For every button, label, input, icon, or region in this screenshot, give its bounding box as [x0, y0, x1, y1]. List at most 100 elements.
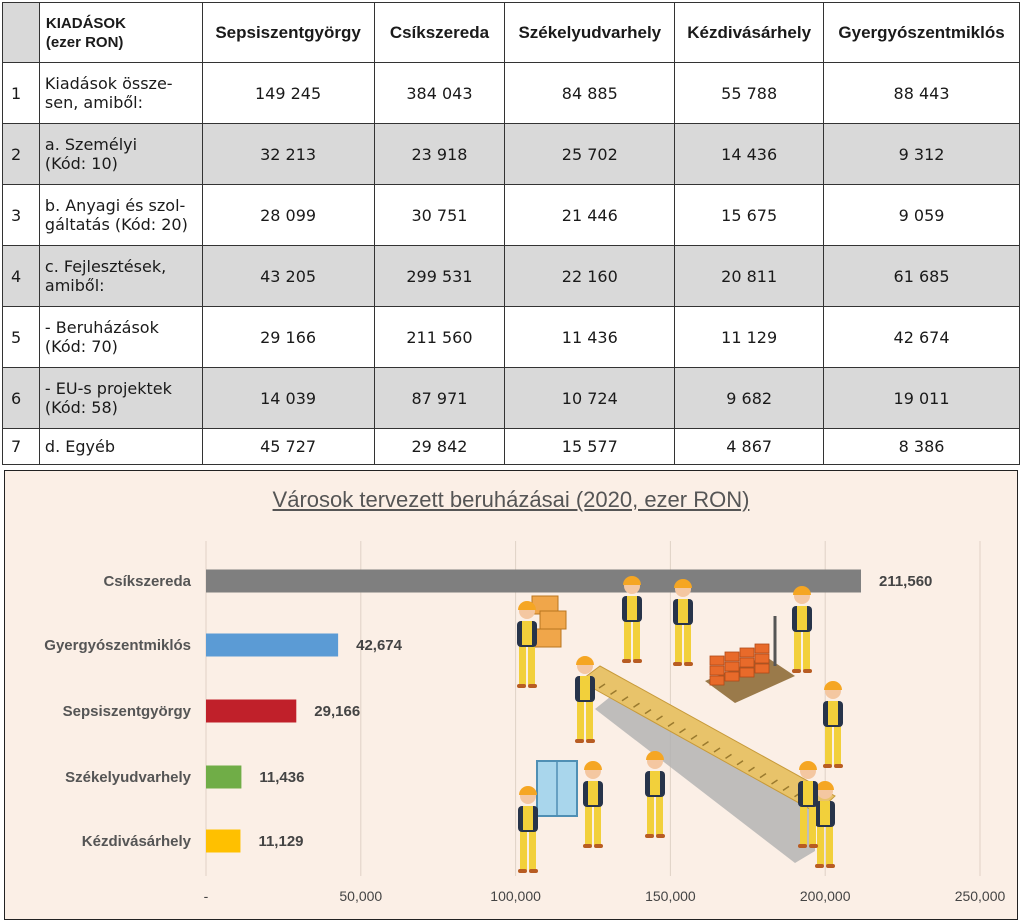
table-row: 6 - EU-s projektek (Kód: 58) 14 039 87 971 1…: [2, 367, 1020, 429]
value-cell: 299 531: [373, 245, 506, 307]
value-cell: 4 867: [674, 428, 825, 465]
header-title-line2: (ezer RON): [45, 33, 124, 51]
value-cell: 88 443: [823, 62, 1020, 124]
row-label: - Beruházások (Kód: 70): [38, 306, 203, 368]
row-label-line2: amiből:: [44, 276, 105, 295]
table-row: 7 d. Egyéb 45 727 29 842 15 577 4 867 8 386: [2, 428, 1020, 465]
category-label: Sepsiszentgyörgy: [63, 703, 192, 720]
row-label-line1: - Beruházások: [44, 318, 159, 337]
row-label-line1: d. Egyéb: [44, 437, 115, 456]
header-title-line1: KIADÁSOK: [45, 14, 126, 32]
header-col-3: Kézdivásárhely: [674, 2, 825, 63]
row-index: 4: [2, 245, 40, 307]
row-label-line1: c. Fejlesztések,: [44, 257, 167, 276]
value-cell: 9 312: [823, 123, 1020, 185]
value-cell: 29 842: [373, 428, 506, 465]
value-cell: 11 129: [674, 306, 825, 368]
value-cell: 84 885: [504, 62, 676, 124]
table-row: 4 c. Fejlesztések, amiből: 43 205 299 531 22 …: [2, 245, 1020, 307]
value-cell: 15 675: [674, 184, 825, 246]
x-tick-label: 250,000: [955, 888, 1006, 904]
value-cell: 42 674: [823, 306, 1020, 368]
row-label-line1: Kiadások össze-: [44, 74, 173, 93]
value-cell: 14 436: [674, 123, 825, 185]
header-col-1: Csíkszereda: [373, 2, 506, 63]
x-tick-label: -: [204, 888, 209, 904]
header-col-4: Gyergyószentmiklós: [823, 2, 1020, 63]
table-row: 1 Kiadások össze-sen, amiből: 149 245 384 0…: [2, 62, 1020, 124]
value-cell: 43 205: [201, 245, 375, 307]
bar: [206, 633, 339, 657]
chart-panel: Városok tervezett beruházásai (2020, eze…: [4, 470, 1018, 920]
row-index: 2: [2, 123, 40, 185]
header-col-2: Székelyudvarhely: [504, 2, 676, 63]
value-cell: 22 160: [504, 245, 676, 307]
row-index: 6: [2, 367, 40, 429]
row-label: d. Egyéb: [38, 428, 203, 465]
row-label-line1: - EU-s projektek: [44, 379, 172, 398]
row-label-line2: (Kód: 58): [44, 398, 118, 417]
row-index: 3: [2, 184, 40, 246]
value-cell: 61 685: [823, 245, 1020, 307]
row-label-line2: gáltatás (Kód: 20): [44, 215, 188, 234]
category-label: Kézdivásárhely: [82, 833, 192, 850]
header-col-0: Sepsiszentgyörgy: [201, 2, 375, 63]
value-cell: 11 436: [504, 306, 676, 368]
construction-illustration: [517, 576, 843, 873]
value-cell: 8 386: [823, 428, 1020, 465]
x-tick-label: 150,000: [645, 888, 696, 904]
x-tick-label: 50,000: [339, 888, 382, 904]
value-cell: 21 446: [504, 184, 676, 246]
chart-title: Városok tervezett beruházásai (2020, eze…: [272, 487, 750, 512]
row-label: b. Anyagi és szol-gáltatás (Kód: 20): [38, 184, 203, 246]
bar: [206, 829, 241, 853]
value-cell: 211 560: [373, 306, 506, 368]
table-row: 3 b. Anyagi és szol-gáltatás (Kód: 20) 28 …: [2, 184, 1020, 246]
data-label: 42,674: [356, 637, 403, 654]
data-label: 11,129: [258, 833, 303, 850]
value-cell: 23 918: [373, 123, 506, 185]
value-cell: 19 011: [823, 367, 1020, 429]
value-cell: 32 213: [201, 123, 375, 185]
expenditure-table: KIADÁSOK (ezer RON) Sepsiszentgyörgy Csí…: [2, 2, 1020, 465]
value-cell: 149 245: [201, 62, 375, 124]
value-cell: 9 682: [674, 367, 825, 429]
row-index: 1: [2, 62, 40, 124]
value-cell: 87 971: [373, 367, 506, 429]
category-label: Gyergyószentmiklós: [44, 637, 191, 654]
row-label: a. Személyi (Kód: 10): [38, 123, 203, 185]
row-label: c. Fejlesztések, amiből:: [38, 245, 203, 307]
value-cell: 9 059: [823, 184, 1020, 246]
value-cell: 55 788: [674, 62, 825, 124]
row-label-line2: (Kód: 70): [44, 337, 118, 356]
value-cell: 29 166: [201, 306, 375, 368]
value-cell: 28 099: [201, 184, 375, 246]
row-label: Kiadások össze-sen, amiből:: [38, 62, 203, 124]
value-cell: 384 043: [373, 62, 506, 124]
row-label-line2: sen, amiből:: [44, 93, 144, 112]
category-label: Székelyudvarhely: [65, 769, 192, 786]
row-index: 7: [2, 428, 40, 465]
header-title-cell: KIADÁSOK (ezer RON): [38, 2, 203, 63]
table-row: 2 a. Személyi (Kód: 10) 32 213 23 918 25 702 1…: [2, 123, 1020, 185]
value-cell: 45 727: [201, 428, 375, 465]
table-row: 5 - Beruházások (Kód: 70) 29 166 211 560 11 …: [2, 306, 1020, 368]
row-label-line1: a. Személyi: [44, 135, 138, 154]
value-cell: 14 039: [201, 367, 375, 429]
x-tick-label: 200,000: [800, 888, 851, 904]
row-label: - EU-s projektek (Kód: 58): [38, 367, 203, 429]
bar-chart: - 50,000 100,000 150,000 200,000 250,000 Csíks…: [44, 541, 1006, 904]
bar: [206, 569, 861, 593]
data-label: 29,166: [314, 703, 360, 720]
value-cell: 25 702: [504, 123, 676, 185]
category-label: Csíkszereda: [103, 573, 191, 590]
value-cell: 15 577: [504, 428, 676, 465]
x-tick-label: 100,000: [490, 888, 541, 904]
row-label-line2: (Kód: 10): [44, 154, 118, 173]
table-header-row: KIADÁSOK (ezer RON) Sepsiszentgyörgy Csí…: [2, 2, 1020, 63]
data-label: 11,436: [259, 769, 304, 786]
row-label-line1: b. Anyagi és szol-: [44, 196, 186, 215]
value-cell: 10 724: [504, 367, 676, 429]
header-index-cell: [2, 2, 40, 63]
bar: [206, 765, 242, 789]
